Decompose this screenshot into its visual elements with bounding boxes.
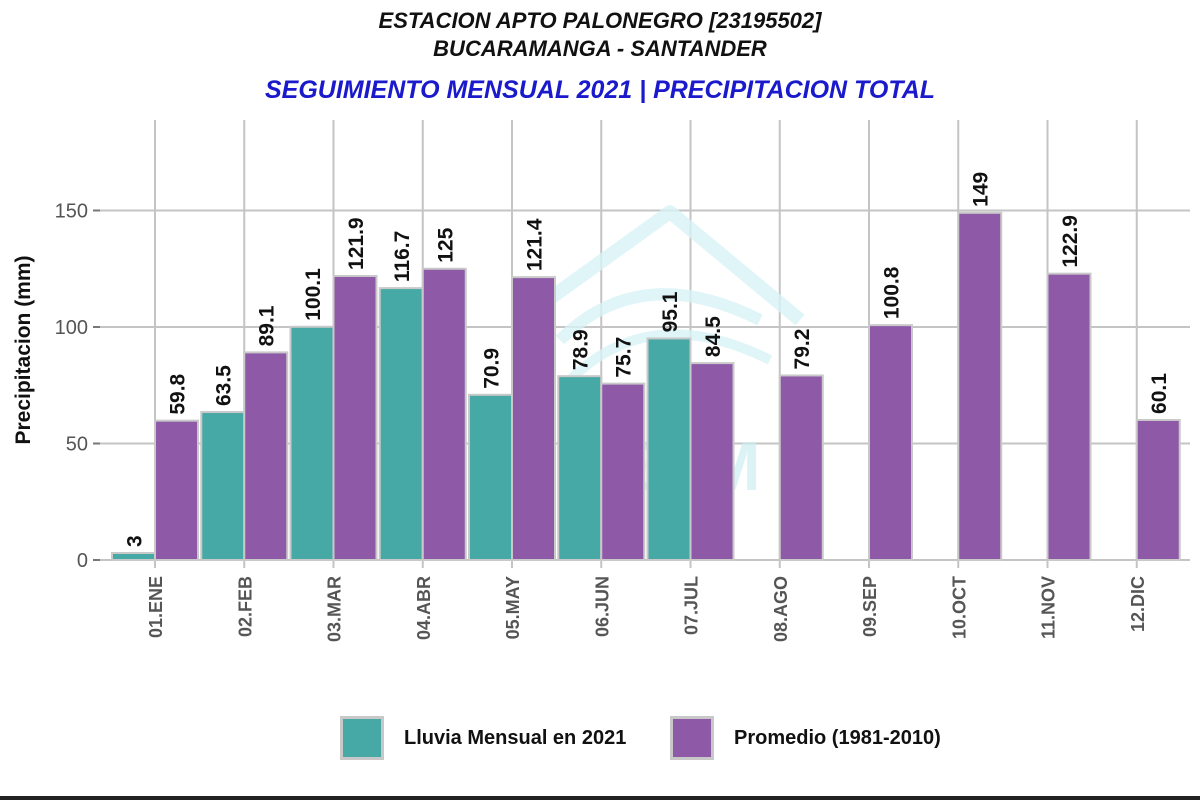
legend-item-rain-2021: Lluvia Mensual en 2021	[340, 716, 626, 760]
bar-value-label: 122.9	[1059, 215, 1082, 268]
bar-average	[1046, 272, 1092, 561]
bar-average	[243, 351, 289, 561]
bar-average	[868, 324, 913, 561]
x-tick-label: 11.NOV	[1039, 576, 1059, 639]
bar-value-label: 100.1	[302, 268, 325, 321]
x-tick-label: 07.JUL	[682, 576, 702, 635]
x-tick-label: 12.DIC	[1128, 576, 1148, 632]
bar-average	[778, 374, 824, 561]
bar-value-label: 89.1	[256, 305, 279, 346]
x-tick-label: 04.ABR	[414, 576, 434, 640]
watermark-roof-icon	[515, 205, 805, 326]
bar-average	[154, 419, 199, 561]
x-tick-label: 02.FEB	[235, 576, 255, 637]
bar-value-label: 3	[124, 535, 147, 547]
bar-average	[332, 274, 378, 561]
bar-value-label: 63.5	[213, 365, 236, 406]
bar-value-label: 149	[970, 172, 993, 207]
bar-average	[957, 211, 1003, 562]
bar-value-label: 78.9	[570, 329, 593, 370]
legend-swatch-average	[670, 716, 714, 760]
legend-label-rain-2021: Lluvia Mensual en 2021	[404, 726, 627, 749]
station-title: ESTACION APTO PALONEGRO [23195502]	[378, 8, 822, 33]
x-tick-label: 01.ENE	[146, 576, 166, 638]
bar-average	[511, 276, 556, 561]
x-tick-label: 10.OCT	[949, 576, 969, 639]
y-tick-label: 150	[55, 201, 88, 223]
x-tick-label: 05.MAY	[503, 576, 523, 639]
bar-rain-2021	[646, 337, 692, 561]
bar-value-label: 125	[434, 227, 457, 262]
bar-value-label: 95.1	[659, 291, 682, 332]
bar-rain-2021	[468, 393, 513, 562]
bar-average	[421, 267, 467, 561]
x-tick-label: 06.JUN	[592, 576, 612, 637]
y-axis-label: Precipitacion (mm)	[12, 255, 35, 444]
legend-item-average: Promedio (1981-2010)	[670, 716, 941, 760]
bar-value-label: 60.1	[1148, 373, 1171, 414]
y-tick-label: 100	[55, 317, 88, 339]
bar-rain-2021	[557, 375, 603, 561]
x-tick-label: 08.AGO	[771, 576, 791, 642]
bar-average	[689, 362, 735, 561]
bar-rain-2021	[289, 325, 335, 561]
bar-value-label: 116.7	[391, 231, 414, 282]
bar-average	[1135, 418, 1181, 562]
y-tick-label: 0	[77, 550, 88, 572]
legend: Lluvia Mensual en 2021 Promedio (1981-20…	[0, 716, 1200, 772]
bar-value-label: 84.5	[702, 316, 725, 357]
chart-subtitle: SEGUIMIENTO MENSUAL 2021 | PRECIPITACION…	[264, 76, 936, 104]
x-tick-label: 09.SEP	[860, 576, 880, 637]
bar-value-label: 75.7	[613, 337, 636, 378]
bar-value-label: 121.4	[524, 218, 547, 271]
bar-value-label: 100.8	[881, 266, 904, 319]
watermark-wave-icon	[555, 288, 763, 345]
bar-value-label: 79.2	[791, 329, 814, 370]
bar-rain-2021	[111, 552, 156, 562]
bar-rain-2021	[200, 411, 246, 562]
location-title: BUCARAMANGA - SANTANDER	[433, 36, 767, 61]
bar-value-label: 70.9	[481, 348, 504, 389]
bar-rain-2021	[378, 287, 424, 561]
y-tick-label: 50	[66, 434, 88, 456]
bar-value-label: 121.9	[345, 217, 368, 270]
legend-label-average: Promedio (1981-2010)	[734, 726, 941, 749]
legend-swatch-rain-2021	[340, 716, 384, 760]
bar-value-label: 59.8	[167, 373, 190, 414]
bar-average	[600, 382, 646, 561]
x-tick-label: 03.MAR	[325, 576, 345, 642]
bottom-rule	[0, 796, 1200, 800]
watermark-wave-icon	[566, 329, 773, 384]
